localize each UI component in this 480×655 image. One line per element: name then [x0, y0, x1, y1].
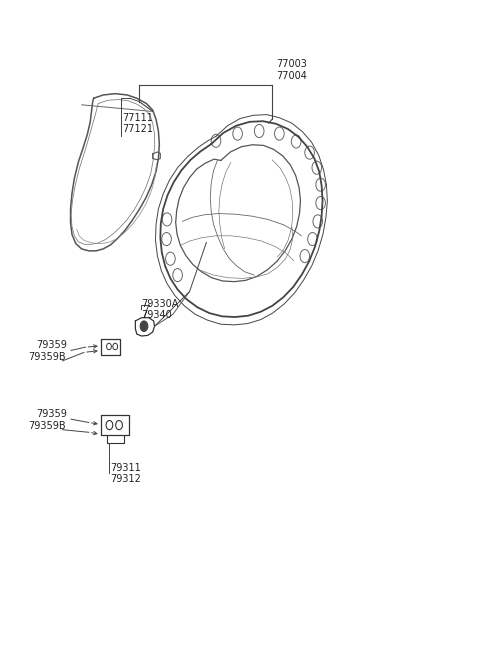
Text: 77121: 77121 — [122, 124, 154, 134]
Text: 79359: 79359 — [36, 409, 67, 419]
Text: 77111: 77111 — [122, 113, 153, 123]
Text: 79359B: 79359B — [28, 421, 65, 431]
Text: 77004: 77004 — [276, 71, 307, 81]
Text: 79312: 79312 — [110, 474, 141, 484]
Text: 79330A: 79330A — [142, 299, 179, 309]
Text: 77003: 77003 — [276, 59, 307, 69]
Text: 79340: 79340 — [142, 310, 172, 320]
Text: 79359B: 79359B — [28, 352, 65, 362]
Text: 79359: 79359 — [36, 341, 67, 350]
Circle shape — [140, 321, 148, 331]
Text: 79311: 79311 — [110, 463, 141, 473]
